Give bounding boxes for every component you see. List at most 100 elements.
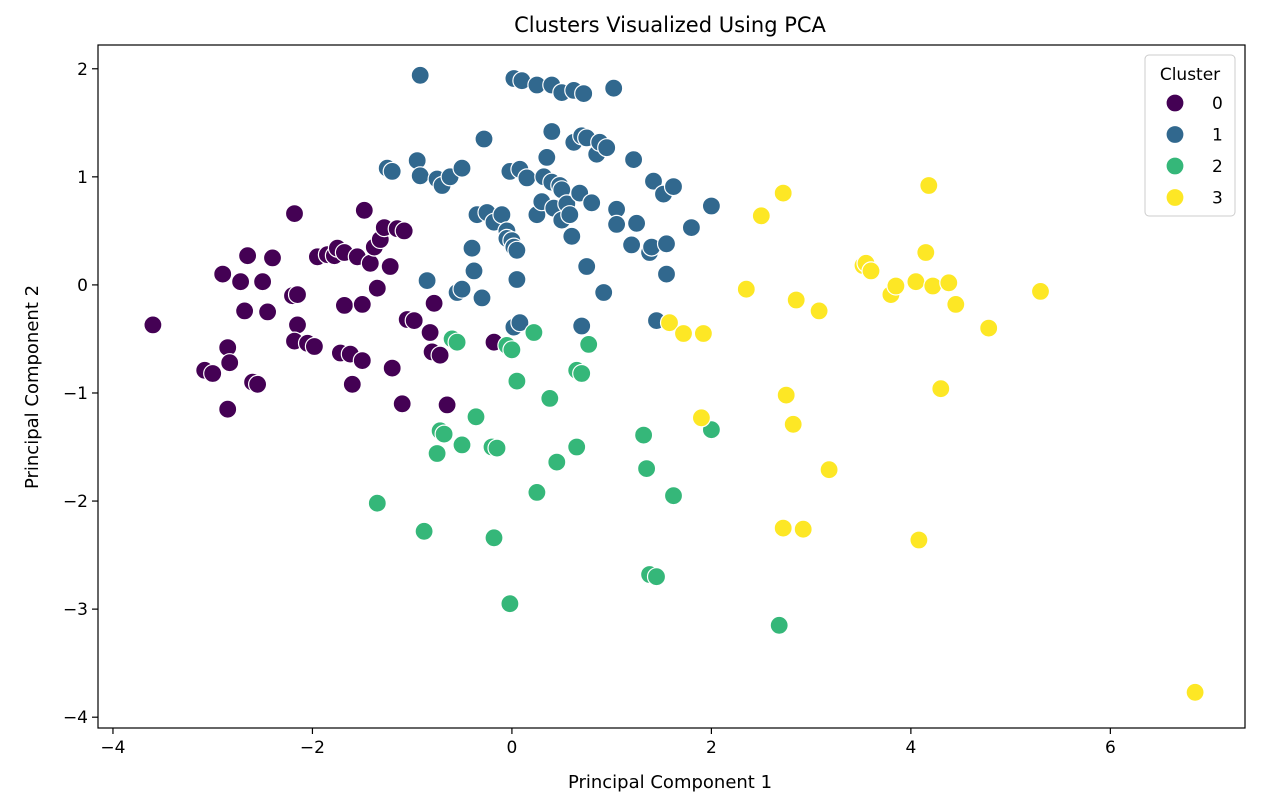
point-cluster-0 bbox=[143, 315, 163, 335]
point-cluster-2 bbox=[434, 424, 454, 444]
point-cluster-0 bbox=[382, 358, 402, 378]
point-cluster-1 bbox=[462, 238, 482, 258]
point-cluster-2 bbox=[769, 615, 789, 635]
point-cluster-0 bbox=[437, 395, 457, 415]
y-tick-label: −4 bbox=[63, 708, 88, 728]
point-cluster-0 bbox=[334, 295, 354, 315]
point-cluster-3 bbox=[693, 323, 714, 344]
x-tick-label: −4 bbox=[100, 738, 125, 758]
legend-marker-2 bbox=[1165, 156, 1185, 176]
point-cluster-1 bbox=[452, 158, 472, 178]
point-cluster-1 bbox=[507, 269, 527, 290]
point-cluster-2 bbox=[500, 594, 520, 614]
point-cluster-1 bbox=[582, 193, 602, 213]
plot-frame bbox=[97, 44, 1246, 729]
legend-title: Cluster bbox=[1160, 65, 1220, 85]
point-cluster-1 bbox=[701, 196, 722, 216]
x-tick-label: 6 bbox=[1105, 738, 1116, 758]
legend: Cluster 0 1 2 3 bbox=[1144, 54, 1236, 217]
point-cluster-0 bbox=[352, 294, 372, 314]
point-cluster-2 bbox=[540, 388, 560, 408]
chart-title: Clusters Visualized Using PCA bbox=[514, 13, 826, 37]
point-cluster-2 bbox=[572, 363, 592, 384]
point-cluster-1 bbox=[577, 256, 597, 277]
point-cluster-0 bbox=[424, 293, 444, 313]
point-cluster-0 bbox=[354, 200, 374, 220]
point-cluster-2 bbox=[527, 482, 547, 502]
point-cluster-3 bbox=[793, 519, 813, 539]
point-cluster-1 bbox=[604, 78, 624, 98]
point-cluster-2 bbox=[646, 567, 667, 587]
point-cluster-1 bbox=[382, 161, 402, 181]
point-cluster-0 bbox=[284, 204, 305, 224]
point-cluster-0 bbox=[367, 278, 387, 298]
point-cluster-0 bbox=[287, 315, 308, 335]
point-cluster-2 bbox=[367, 493, 387, 513]
point-cluster-0 bbox=[380, 256, 400, 277]
point-cluster-0 bbox=[238, 246, 258, 266]
point-cluster-3 bbox=[809, 301, 829, 321]
point-cluster-1 bbox=[681, 218, 702, 238]
point-cluster-1 bbox=[474, 129, 494, 149]
y-axis: −4 −3 −2 −1 0 1 2 bbox=[63, 60, 98, 728]
point-cluster-0 bbox=[342, 374, 362, 394]
point-cluster-3 bbox=[659, 313, 680, 333]
point-cluster-1 bbox=[492, 205, 512, 225]
points-layer bbox=[143, 65, 1205, 702]
y-tick-label: 2 bbox=[77, 60, 88, 80]
point-cluster-1 bbox=[507, 240, 527, 260]
point-cluster-0 bbox=[203, 363, 223, 384]
point-cluster-2 bbox=[663, 486, 684, 506]
point-cluster-1 bbox=[417, 271, 437, 291]
point-cluster-3 bbox=[886, 276, 906, 296]
point-cluster-3 bbox=[751, 206, 771, 226]
legend-frame bbox=[1144, 54, 1236, 217]
point-cluster-1 bbox=[597, 138, 617, 158]
point-cluster-2 bbox=[579, 334, 599, 354]
point-cluster-3 bbox=[776, 385, 796, 405]
point-cluster-3 bbox=[919, 175, 939, 196]
point-cluster-2 bbox=[507, 371, 527, 391]
point-cluster-3 bbox=[736, 279, 756, 299]
point-cluster-3 bbox=[909, 530, 929, 550]
point-cluster-1 bbox=[656, 264, 677, 284]
point-cluster-0 bbox=[287, 285, 308, 305]
point-cluster-1 bbox=[656, 234, 677, 254]
point-cluster-3 bbox=[946, 294, 966, 314]
y-tick-label: −1 bbox=[63, 384, 88, 404]
point-cluster-0 bbox=[262, 248, 283, 268]
point-cluster-0 bbox=[220, 353, 240, 373]
point-cluster-0 bbox=[392, 394, 412, 414]
y-tick-label: 1 bbox=[77, 168, 88, 188]
x-tick-label: 4 bbox=[905, 738, 916, 758]
point-cluster-1 bbox=[621, 235, 642, 255]
point-cluster-2 bbox=[636, 459, 657, 479]
point-cluster-0 bbox=[235, 301, 255, 321]
legend-label-1: 1 bbox=[1212, 126, 1223, 146]
point-cluster-1 bbox=[626, 213, 647, 233]
point-cluster-3 bbox=[931, 379, 951, 399]
point-cluster-1 bbox=[560, 205, 580, 225]
point-cluster-2 bbox=[427, 443, 447, 464]
y-axis-label: Principal Component 2 bbox=[22, 285, 43, 489]
point-cluster-2 bbox=[547, 452, 567, 472]
point-cluster-3 bbox=[783, 414, 803, 434]
point-cluster-0 bbox=[253, 272, 273, 292]
point-cluster-0 bbox=[352, 351, 372, 371]
x-tick-label: −2 bbox=[300, 738, 325, 758]
legend-marker-1 bbox=[1165, 124, 1185, 145]
point-cluster-3 bbox=[979, 318, 999, 338]
point-cluster-2 bbox=[502, 340, 522, 360]
point-cluster-1 bbox=[410, 166, 430, 186]
point-cluster-3 bbox=[1185, 682, 1205, 702]
x-tick-label: 2 bbox=[706, 738, 717, 758]
point-cluster-3 bbox=[906, 272, 926, 292]
point-cluster-1 bbox=[464, 261, 484, 281]
point-cluster-1 bbox=[574, 83, 594, 104]
point-cluster-1 bbox=[623, 150, 644, 170]
point-cluster-0 bbox=[304, 336, 324, 357]
x-axis: −4 −2 0 2 4 6 bbox=[100, 728, 1116, 758]
y-tick-label: 0 bbox=[77, 276, 88, 296]
